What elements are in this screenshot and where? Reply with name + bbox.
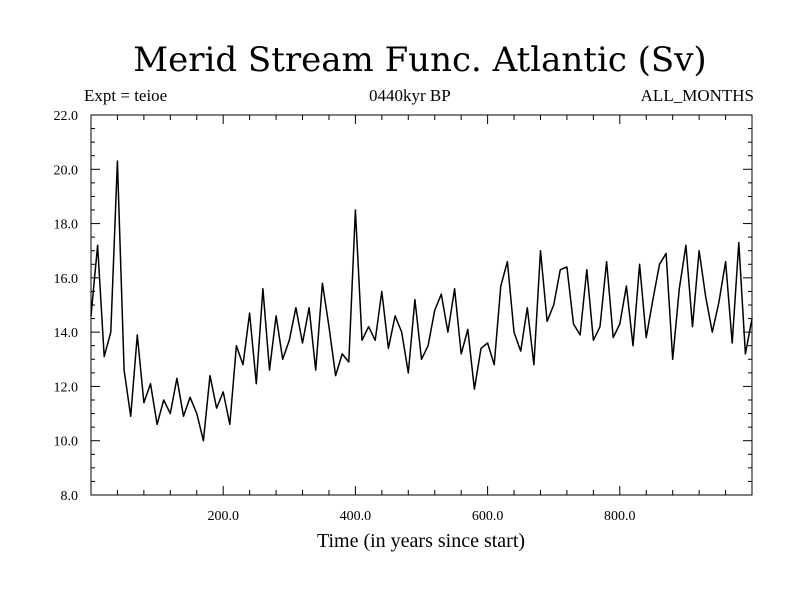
- period-label: 0440kyr BP: [369, 86, 451, 105]
- y-tick-label: 12.0: [54, 380, 79, 395]
- x-axis-title: Time (in years since start): [317, 530, 525, 552]
- y-tick-label: 20.0: [54, 163, 79, 178]
- x-tick-label: 400.0: [340, 509, 372, 524]
- axis-ticks: [91, 114, 752, 496]
- data-series-line: [90, 160, 753, 442]
- months-label: ALL_MONTHS: [640, 86, 754, 105]
- x-tick-label: 600.0: [472, 509, 504, 524]
- x-tick-label: 200.0: [207, 509, 239, 524]
- y-tick-label: 10.0: [54, 435, 79, 450]
- x-tick-label: 800.0: [604, 509, 636, 524]
- y-tick-label: 18.0: [54, 218, 79, 233]
- y-tick-label: 16.0: [54, 272, 79, 287]
- plot-frame: [90, 114, 753, 496]
- tick-labels: 200.0 400.0 600.0 800.0 8.0 10.0 12.0 14.0 16.0 1…: [54, 109, 636, 524]
- y-tick-label: 8.0: [61, 489, 79, 504]
- y-tick-label: 22.0: [54, 109, 79, 124]
- y-tick-label: 14.0: [54, 326, 79, 341]
- chart-title: Merid Stream Func. Atlantic (Sv): [133, 40, 707, 80]
- experiment-label: Expt = teioe: [84, 86, 168, 105]
